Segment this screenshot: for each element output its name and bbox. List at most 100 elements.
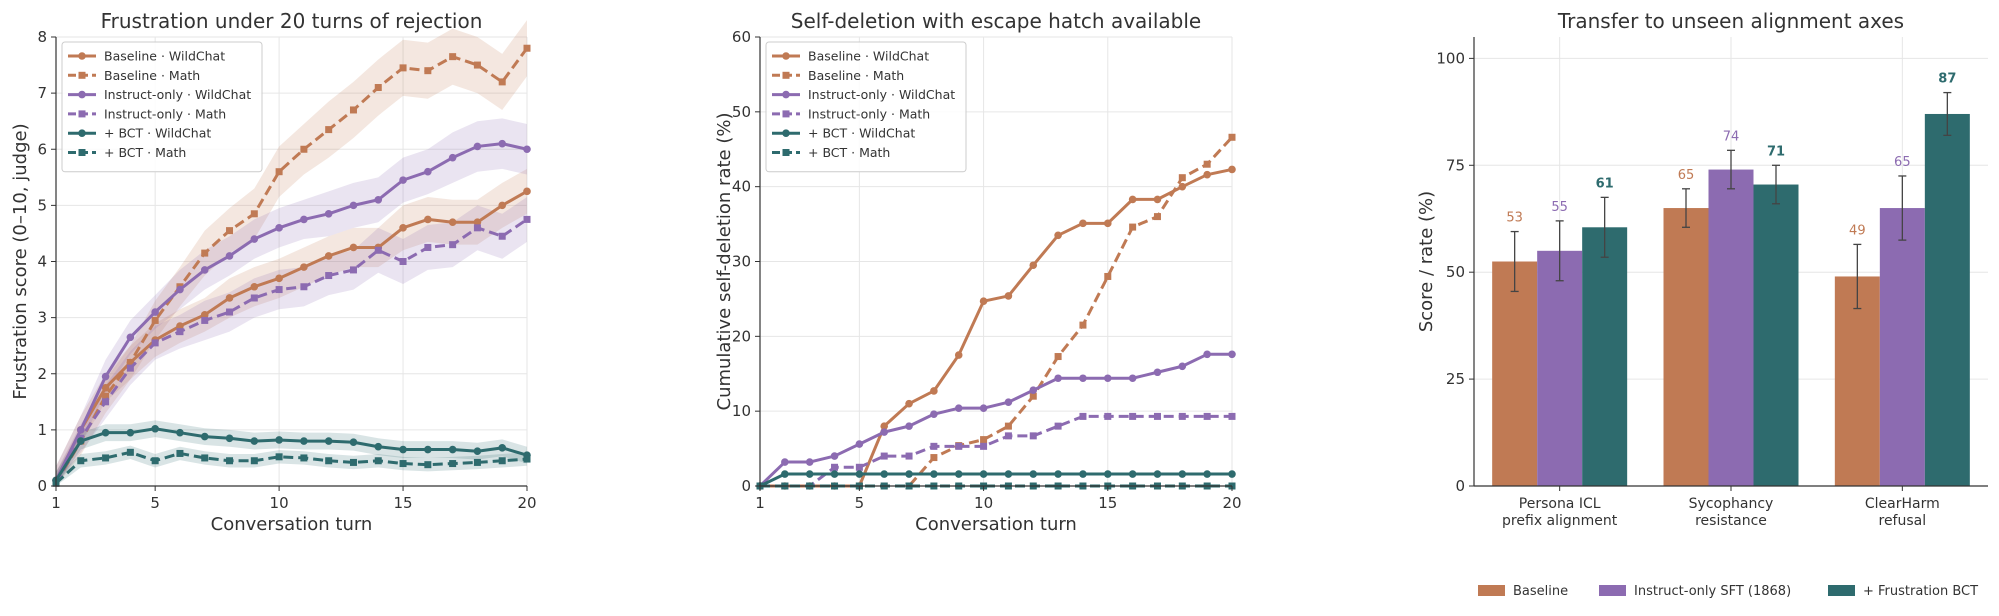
data-point (1004, 422, 1012, 430)
data-point (781, 458, 789, 466)
data-point (349, 458, 357, 466)
data-point (399, 64, 407, 72)
data-point (880, 422, 889, 430)
data-point (77, 457, 85, 465)
data-point (805, 458, 814, 466)
data-point (374, 457, 382, 465)
x-tick-label: 1 (51, 494, 61, 512)
legend-marker (782, 90, 790, 99)
series-line (54, 47, 529, 484)
data-point (300, 437, 308, 445)
data-point (300, 283, 308, 291)
data-point (473, 447, 482, 456)
data-point (1153, 213, 1161, 221)
data-point (250, 235, 259, 243)
data-point (473, 142, 482, 151)
confidence-band (56, 196, 527, 487)
data-point (930, 454, 938, 462)
data-point (805, 470, 814, 478)
series-line (758, 352, 1232, 488)
bar (1537, 250, 1583, 486)
y-tick-label: 3 (37, 309, 47, 327)
data-point (930, 442, 938, 450)
legend-marker (78, 149, 86, 156)
data-point (399, 224, 407, 232)
x-tick-label: 20 (1222, 494, 1241, 512)
data-point (498, 139, 507, 148)
bar (1834, 276, 1880, 486)
series-line (54, 427, 528, 482)
data-point (1153, 470, 1162, 478)
data-point (275, 274, 283, 283)
y-tick-label: 1 (37, 421, 47, 439)
x-tick-label: Persona ICL (1519, 496, 1601, 512)
data-point (126, 428, 135, 437)
confidence-band (56, 118, 527, 486)
data-point (101, 372, 110, 381)
confidence-band (56, 420, 527, 486)
y-tick-label: 0 (741, 477, 751, 495)
legend-label: Baseline · Math (808, 68, 904, 83)
data-point (955, 442, 963, 450)
data-point (1128, 470, 1137, 478)
data-point (424, 445, 432, 454)
data-point (102, 454, 110, 462)
legend-label: + BCT · Math (808, 145, 890, 160)
data-point (1029, 386, 1038, 395)
data-point (449, 460, 457, 468)
y-tick-label: 10 (732, 402, 751, 420)
data-label: 71 (1767, 144, 1785, 159)
data-label: 87 (1938, 72, 1956, 87)
data-point (324, 209, 333, 218)
data-point (523, 145, 531, 154)
data-point (225, 434, 234, 443)
y-tick-label: 50 (732, 103, 751, 121)
y-axis-label: Frustration score (0–10, judge) (10, 123, 31, 399)
data-point (226, 227, 234, 235)
legend-label: Baseline · WildChat (104, 49, 225, 64)
legend-label: Instruct-only SFT (1868) (1634, 584, 1791, 599)
data-point (200, 432, 209, 441)
data-point (473, 458, 481, 466)
y-tick-label: 30 (732, 253, 751, 271)
data-point (1054, 353, 1062, 361)
data-point (324, 252, 333, 260)
data-point (1128, 195, 1137, 204)
data-point (399, 460, 407, 468)
data-point (1079, 219, 1087, 228)
data-point (1103, 219, 1112, 228)
data-point (424, 167, 432, 176)
data-point (126, 448, 134, 456)
y-tick-label: 4 (37, 253, 47, 271)
data-point (176, 285, 184, 294)
legend-label: Baseline · WildChat (808, 49, 929, 64)
data-label: 61 (1596, 176, 1614, 191)
legend-label: + BCT · WildChat (104, 126, 211, 141)
y-tick-label: 8 (37, 28, 47, 46)
data-point (1054, 422, 1062, 430)
data-point (449, 241, 457, 249)
legend-label: Instruct-only · WildChat (104, 87, 251, 102)
x-tick-label: refusal (1879, 513, 1927, 529)
data-label: 65 (1894, 155, 1911, 170)
bar (1492, 261, 1538, 486)
data-point (250, 457, 258, 465)
data-point (1228, 350, 1236, 359)
data-point (201, 454, 209, 462)
legend-label: Instruct-only · Math (808, 106, 930, 121)
data-point (1178, 182, 1187, 191)
legend-label: Baseline (1513, 584, 1568, 599)
y-tick-label: 7 (37, 84, 47, 102)
data-point (880, 428, 889, 436)
data-point (1203, 170, 1211, 179)
data-point (1079, 412, 1087, 420)
data-point (1079, 374, 1087, 383)
data-point (374, 84, 382, 92)
data-label: 55 (1551, 200, 1568, 215)
data-point (1153, 412, 1161, 420)
data-point (954, 404, 963, 412)
data-label: 53 (1506, 211, 1523, 226)
data-point (1054, 231, 1062, 240)
